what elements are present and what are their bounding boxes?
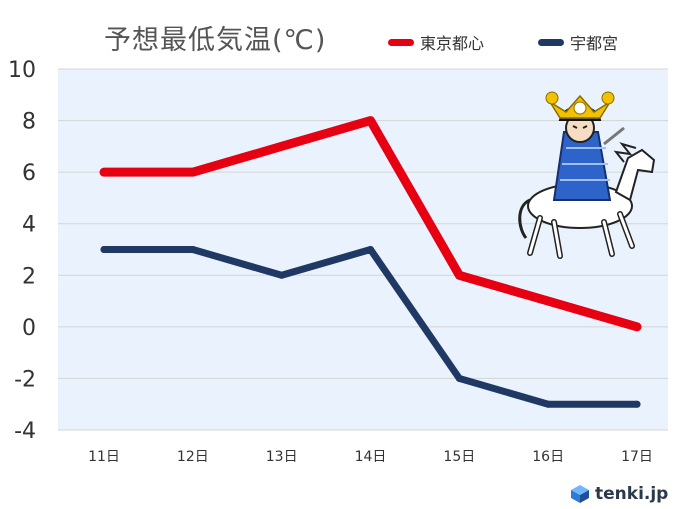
data-point: [455, 271, 464, 280]
samurai-on-horse-illustration: [518, 91, 656, 259]
brand-logo: tenki.jp: [570, 484, 668, 504]
x-tick-label: 16日: [532, 449, 564, 465]
legend-swatch-utsunomiya: [538, 38, 564, 46]
data-point: [366, 116, 375, 125]
y-tick-label: 4: [22, 213, 36, 238]
x-tick-label: 14日: [355, 449, 387, 465]
data-point: [100, 168, 108, 177]
x-tick-label: 17日: [621, 449, 653, 465]
y-tick-label: 2: [22, 264, 36, 289]
legend-swatch-tokyo: [388, 38, 414, 46]
data-point: [544, 400, 552, 408]
x-tick-label: 13日: [266, 449, 298, 465]
chart-title: 予想最低気温(℃): [104, 25, 327, 56]
y-tick-label: 0: [22, 316, 36, 341]
data-point: [278, 271, 286, 279]
y-tick-label: 10: [8, 58, 36, 83]
data-point: [188, 168, 197, 177]
data-point: [633, 322, 641, 331]
data-point: [367, 246, 374, 253]
data-point: [633, 400, 641, 408]
legend-label-tokyo: 東京都心: [420, 34, 485, 53]
legend-item-utsunomiya: 宇都宮: [538, 30, 618, 54]
data-point: [455, 374, 463, 382]
data-point: [277, 142, 286, 151]
legend-item-tokyo: 東京都心: [388, 30, 484, 54]
cube-icon: [571, 485, 589, 503]
y-tick-label: -2: [14, 367, 36, 392]
data-point: [544, 297, 553, 306]
y-tick-label: 8: [22, 110, 36, 135]
brand-text: tenki.jp: [595, 484, 669, 504]
legend-label-utsunomiya: 宇都宮: [570, 34, 619, 53]
data-point: [189, 246, 197, 253]
y-tick-label: 6: [22, 161, 36, 186]
x-tick-label: 11日: [88, 449, 120, 465]
x-tick-label: 15日: [443, 449, 475, 465]
data-point: [100, 246, 108, 253]
y-tick-label: -4: [14, 419, 36, 444]
x-tick-label: 12日: [177, 449, 209, 465]
